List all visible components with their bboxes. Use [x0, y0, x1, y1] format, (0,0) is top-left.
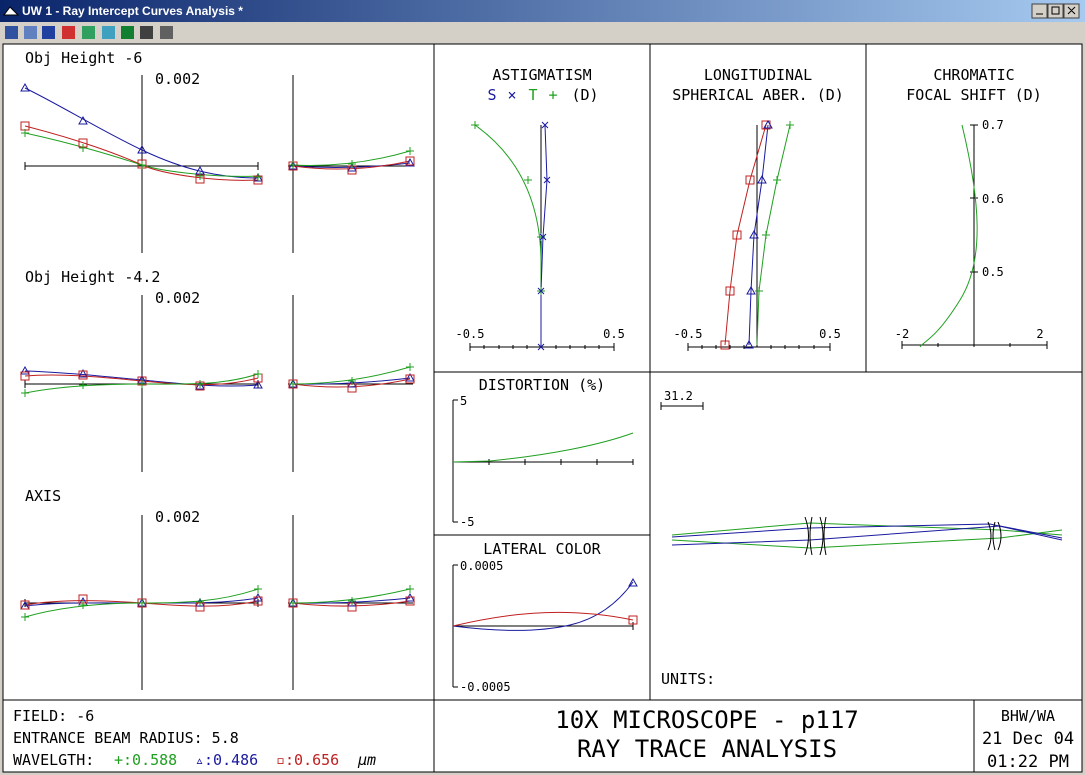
- y-tick-label: 0.7: [982, 118, 1004, 132]
- chromatic-plot: CHROMATIC FOCAL SHIFT (D) -2 2 0.7 0.6 0…: [895, 66, 1048, 349]
- report-title: 10X MICROSCOPE - p117: [555, 706, 858, 734]
- legend-t: T: [528, 86, 537, 104]
- x-tick-label: 2: [1036, 327, 1043, 341]
- lateral-color-plot: LATERAL COLOR 0.0005 -0.0005: [452, 540, 638, 694]
- x-tick-label: 0.5: [819, 327, 841, 341]
- unit-label: µm: [357, 751, 376, 769]
- y-tick-label: -0.0005: [460, 680, 511, 694]
- lens-layout: 31.2 UNITS:: [660, 389, 1063, 688]
- x-tick-label: -0.5: [674, 327, 703, 341]
- ray-intercept-panel: AXIS 0.002: [20, 487, 415, 690]
- tool-button[interactable]: [24, 26, 37, 39]
- plot-title: LONGITUDINAL: [704, 66, 812, 84]
- window-title: UW 1 - Ray Intercept Curves Analysis *: [22, 4, 243, 18]
- date: 21 Dec 04: [982, 729, 1074, 749]
- tool-button[interactable]: [102, 26, 115, 39]
- tool-button[interactable]: [140, 26, 153, 39]
- y-tick-label: -5: [460, 515, 474, 529]
- plot-title: FOCAL SHIFT (D): [906, 86, 1041, 104]
- plot-title: ASTIGMATISM: [492, 66, 591, 84]
- ray-intercept-panel: Obj Height -4.2 0.002: [20, 268, 415, 472]
- tool-button[interactable]: [42, 26, 55, 39]
- wavelength: ▵:0.486: [195, 751, 258, 769]
- tool-button[interactable]: [160, 26, 173, 39]
- legend-s-marker: ×: [507, 86, 516, 104]
- wavelength-label: WAVELGTH:: [13, 751, 94, 769]
- legend-s: S: [487, 86, 496, 104]
- author: BHW/WA: [1001, 707, 1055, 725]
- scale-label: 0.002: [155, 70, 200, 88]
- astigmatism-plot: ASTIGMATISM S × T + (D) -0.5 0.5: [456, 66, 625, 351]
- tool-button[interactable]: [5, 26, 18, 39]
- plot-title: CHROMATIC: [933, 66, 1014, 84]
- content-area: [2, 43, 1083, 773]
- plot-title: DISTORTION (%): [479, 376, 605, 394]
- title-bar: [0, 0, 1085, 22]
- panel-label: Obj Height -6: [25, 49, 142, 67]
- y-tick-label: 5: [460, 394, 467, 408]
- wavelength: ▫:0.656: [276, 751, 339, 769]
- tool-button[interactable]: [121, 26, 134, 39]
- distortion-plot: DISTORTION (%) 5 -5: [452, 376, 634, 529]
- scale-label: 31.2: [664, 389, 693, 403]
- panel-label: AXIS: [25, 487, 61, 505]
- x-tick-label: 0.5: [603, 327, 625, 341]
- plot-title: SPHERICAL ABER. (D): [672, 86, 844, 104]
- toolbar[interactable]: [5, 26, 173, 39]
- tool-button[interactable]: [82, 26, 95, 39]
- longitudinal-plot: LONGITUDINAL SPHERICAL ABER. (D) -0.5 0.…: [672, 66, 844, 351]
- legend-t-marker: +: [548, 86, 557, 104]
- legend-unit: (D): [571, 86, 598, 104]
- scale-label: 0.002: [155, 289, 200, 307]
- units-label: UNITS:: [661, 670, 715, 688]
- panel-label: Obj Height -4.2: [25, 268, 160, 286]
- ray-intercept-panel: Obj Height -6 0.002: [20, 49, 415, 253]
- beam-label: ENTRANCE BEAM RADIUS: 5.8: [13, 729, 239, 747]
- scale-label: 0.002: [155, 508, 200, 526]
- x-tick-label: -2: [895, 327, 909, 341]
- y-tick-label: 0.5: [982, 265, 1004, 279]
- window-buttons[interactable]: [1031, 3, 1080, 19]
- field-label: FIELD: -6: [13, 707, 94, 725]
- minimize-button[interactable]: [1031, 3, 1048, 19]
- report-subtitle: RAY TRACE ANALYSIS: [577, 735, 837, 763]
- y-tick-label: 0.0005: [460, 559, 503, 573]
- footer: FIELD: -6 ENTRANCE BEAM RADIUS: 5.8 WAVE…: [13, 706, 1074, 772]
- frame-lines: [3, 44, 1082, 772]
- app-icon: [3, 6, 20, 16]
- maximize-button[interactable]: [1047, 3, 1064, 19]
- wavelength: +:0.588: [114, 751, 177, 769]
- y-tick-label: 0.6: [982, 192, 1004, 206]
- tool-button[interactable]: [62, 26, 75, 39]
- time: 01:22 PM: [987, 752, 1069, 772]
- x-tick-label: -0.5: [456, 327, 485, 341]
- plot-title: LATERAL COLOR: [483, 540, 601, 558]
